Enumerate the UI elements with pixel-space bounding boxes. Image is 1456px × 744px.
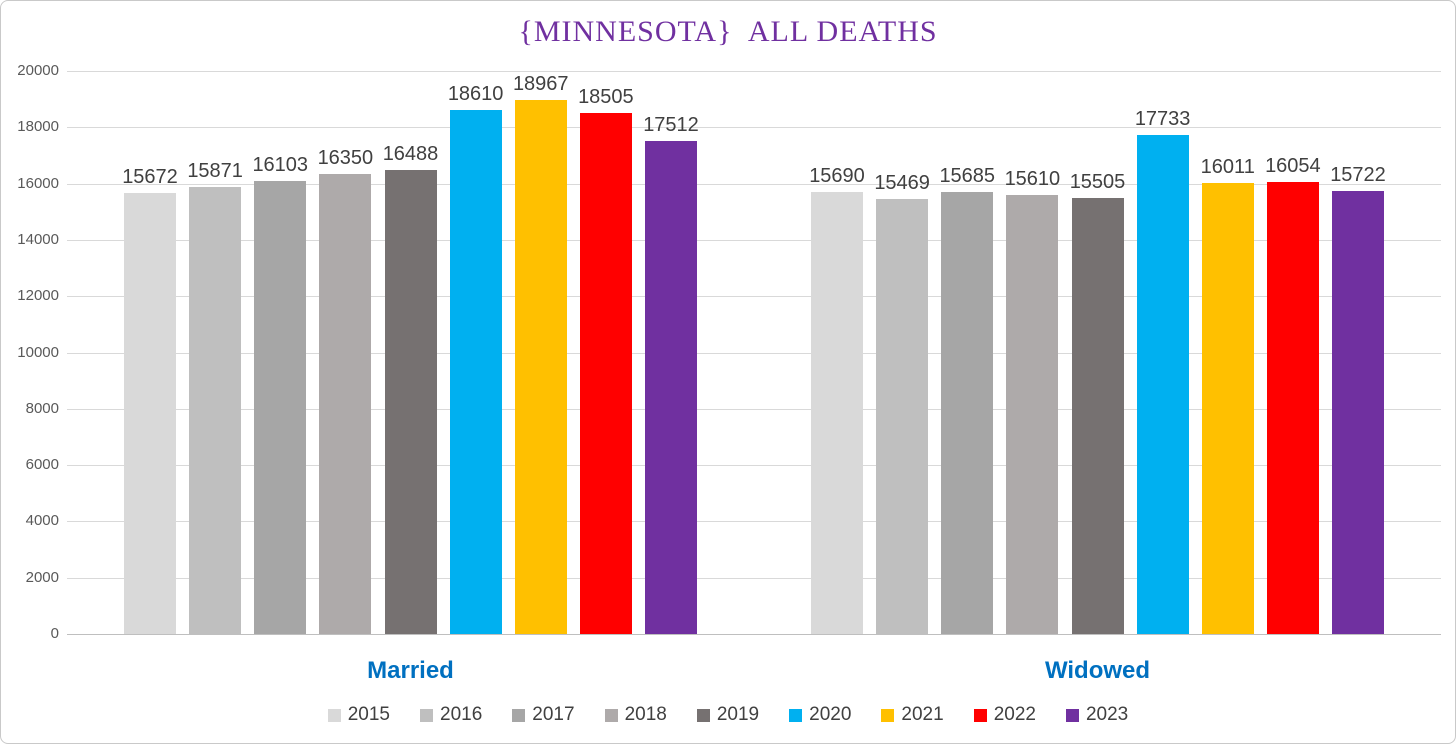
legend-swatch-2021 [881,708,895,722]
legend-item-2015: 2015 [327,704,391,726]
legend-label-2021: 2021 [901,704,944,725]
data-label-2017-married: 16103 [252,153,309,176]
gridline-6000 [67,465,1441,467]
gridline-4000 [67,521,1441,523]
bar-2018-widowed: 15610 [1005,168,1060,634]
y-axis-tick-12000: 12000 [17,287,59,305]
data-label-2020-widowed: 17733 [1134,107,1191,130]
bar-2016-widowed: 15469 [874,172,930,634]
legend-item-2023: 2023 [1065,704,1129,726]
data-label-2021-widowed: 16011 [1200,156,1255,179]
data-label-2022-married: 18505 [578,86,634,109]
legend-label-2016: 2016 [440,704,483,725]
legend-swatch-2023 [1065,708,1079,722]
legend-swatch-2018 [604,708,618,722]
gridline-12000 [67,296,1441,298]
gridline-2000 [67,577,1441,579]
data-label-2015-married: 15672 [122,165,178,188]
y-axis-tick-2000: 2000 [25,568,59,586]
data-label-2023-widowed: 15722 [1330,164,1386,187]
data-label-2019-married: 16488 [382,142,439,165]
legend-item-2020: 2020 [789,704,851,726]
data-label-2015-widowed: 15690 [809,165,865,188]
category-label-married: Married [367,657,454,684]
y-axis-tick-8000: 8000 [25,399,59,417]
bar-2020-widowed: 17733 [1135,108,1190,634]
legend-swatch-2019 [696,708,710,722]
data-label-2018-widowed: 15610 [1004,167,1061,190]
data-label-2016-widowed: 15469 [874,171,930,194]
gridline-10000 [67,352,1441,354]
bar-2023-widowed: 15722 [1330,164,1386,634]
data-label-2017-widowed: 15685 [939,165,996,188]
y-axis-tick-16000: 16000 [17,174,59,192]
bar-2015-married: 15672 [122,166,178,634]
bar-2015-widowed: 15690 [809,165,865,634]
legend-label-2020: 2020 [809,704,852,725]
bar-2021-widowed: 16011 [1201,156,1255,634]
y-axis-tick-20000: 20000 [17,62,59,79]
legend-label-2019: 2019 [716,704,760,725]
legend-label-2023: 2023 [1085,704,1129,725]
legend-swatch-2015 [327,708,341,722]
legend-swatch-2016 [420,708,434,722]
legend-item-2021: 2021 [881,704,944,726]
bar-2018-married: 16350 [318,147,373,634]
legend-label-2022: 2022 [993,704,1036,725]
gridline-16000 [67,183,1441,185]
legend-label-2015: 2015 [347,704,391,725]
legend-item-2017: 2017 [512,704,575,726]
legend-swatch-2017 [512,708,526,722]
bar-2023-married: 17512 [643,114,699,634]
legend-swatch-2022 [973,708,987,722]
gridline-18000 [67,127,1441,129]
gridline-8000 [67,408,1441,410]
legend-swatch-2020 [789,708,803,722]
bar-2022-widowed: 16054 [1265,155,1321,634]
gridline-0 [67,634,1441,635]
legend-item-2018: 2018 [604,704,667,726]
legend-item-2016: 2016 [420,704,482,726]
bar-2019-married: 16488 [383,143,438,634]
legend: 2015 2016 2017 2018 2019 2020 2021 2022 2023 [1,704,1455,726]
y-axis-tick-14000: 14000 [17,230,59,248]
data-label-2020-married: 18610 [447,83,504,106]
bar-2021-married: 18967 [513,73,569,634]
bar-2019-widowed: 15505 [1070,171,1125,634]
gridline-20000 [67,71,1441,72]
data-label-2022-widowed: 16054 [1265,155,1321,178]
bar-group-married: 15672 15871 16103 16350 16488 18610 18967 18505… [122,71,699,634]
y-axis-tick-10000: 10000 [17,343,59,361]
gridline-14000 [67,239,1441,241]
chart-title: {MINNESOTA} ALL DEATHS [518,15,938,48]
y-axis-tick-4000: 4000 [25,512,59,530]
bar-2016-married: 15871 [187,160,243,634]
data-label-2016-married: 15871 [187,160,243,183]
bar-group-widowed: 15690 15469 15685 15610 15505 17733 16011 16054… [809,71,1386,634]
category-label-widowed: Widowed [1044,657,1151,684]
data-label-2019-widowed: 15505 [1069,170,1126,193]
y-axis-tick-6000: 6000 [25,456,59,474]
bar-2020-married: 18610 [448,83,503,634]
bar-2022-married: 18505 [578,86,634,634]
data-label-2023-married: 17512 [643,114,699,137]
legend-label-2017: 2017 [532,704,575,725]
bar-2017-widowed: 15685 [939,165,995,634]
legend-item-2022: 2022 [973,704,1036,726]
y-axis-tick-18000: 18000 [17,118,59,136]
legend-label-2018: 2018 [624,704,667,725]
legend-item-2019: 2019 [696,704,760,726]
bar-2017-married: 16103 [252,154,308,634]
data-label-2021-married: 18967 [512,73,569,96]
y-axis-tick-0: 0 [50,625,59,642]
data-label-2018-married: 16350 [317,146,374,169]
